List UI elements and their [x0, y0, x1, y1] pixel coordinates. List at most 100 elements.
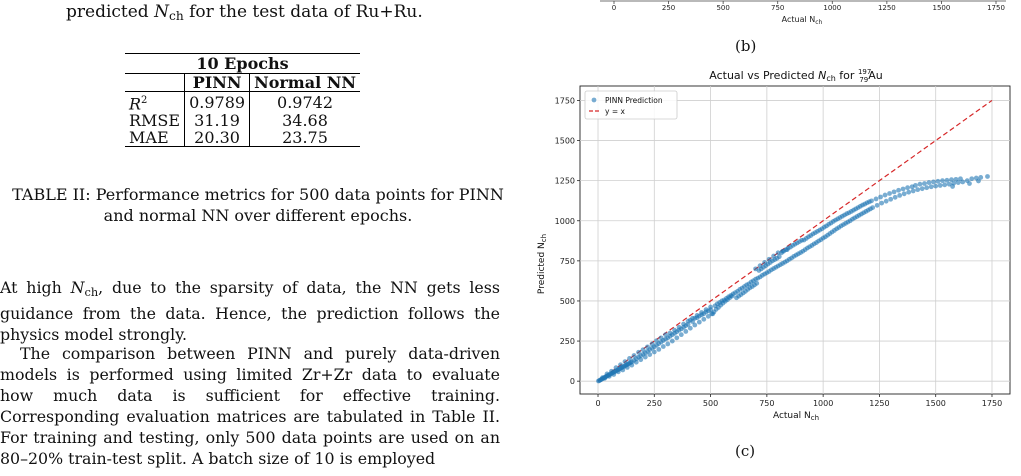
legend-marker-scatter [591, 97, 597, 103]
scatter-point [928, 184, 934, 190]
table-title: 10 Epochs [125, 53, 360, 74]
scatter-point [888, 196, 894, 202]
scatter-point [926, 180, 932, 185]
scatter-point [674, 335, 680, 341]
scatter-point [762, 260, 768, 265]
scatter-point [942, 182, 948, 188]
scatter-point [656, 347, 662, 352]
scatter-point [882, 192, 888, 198]
scatter-point [629, 362, 635, 368]
scatter-point [757, 263, 763, 269]
scatter-point [931, 179, 936, 185]
scatter-point [967, 181, 972, 186]
scatter-point [611, 372, 617, 377]
scatter-point [613, 365, 619, 371]
table-header-empty [125, 73, 185, 92]
metrics-table: 10 Epochs PINN Normal NN R2 0.9789 0.974… [125, 53, 360, 148]
scatter-point [687, 325, 693, 331]
scatter-point [978, 175, 984, 180]
x-tick-label: 750 [759, 399, 774, 408]
table-header-row: PINN Normal NN [125, 73, 360, 92]
scatter-point [949, 177, 954, 183]
scatter-point [897, 193, 903, 198]
figure-caption-continuation: predicted Nch for the test data of Ru+Ru… [66, 2, 423, 23]
legend-box [584, 90, 678, 120]
table-cell-nn: 0.9742 [249, 91, 360, 113]
y-axis-label: Predicted Nch [537, 234, 548, 294]
scatter-point [924, 185, 930, 191]
scatter-point [676, 324, 682, 330]
scatter-point [665, 341, 671, 347]
scatter-point [775, 250, 781, 256]
scatter-point [969, 176, 975, 182]
chart-title: Actual vs Predicted Nch for 197 79Au [709, 68, 882, 84]
chart-legend: PINN Prediction y = x [584, 90, 678, 120]
metrics-table-container: 10 Epochs PINN Normal NN R2 0.9789 0.974… [125, 53, 360, 148]
scatter-point [622, 359, 628, 364]
scatter-point [910, 188, 916, 194]
table-cell-metric: RMSE [129, 111, 181, 131]
figure-b-tick-label: 1250 [878, 4, 896, 12]
scatter-point [776, 254, 782, 260]
scatter-point [681, 321, 686, 327]
table-header-normal-nn: Normal NN [249, 73, 360, 92]
scatter-point [678, 332, 684, 338]
scatter-point [874, 202, 880, 208]
table-cell-metric: MAE [125, 129, 185, 148]
legend-label-scatter: PINN Prediction [605, 96, 663, 105]
x-tick-label: 1750 [982, 399, 1002, 408]
y-tick-label: 1250 [555, 177, 575, 186]
figure-b-tick-label: 500 [716, 4, 729, 12]
x-tick-label: 1000 [813, 399, 833, 408]
scatter-point [944, 177, 950, 183]
figure-b-axis-remnant: 0 250 500 750 1000 1250 1500 1750 Actual Nch [600, 0, 1006, 26]
scatter-point [933, 183, 939, 189]
scatter-point [919, 186, 925, 192]
caption-math-var: N [154, 2, 169, 22]
y-tick-label: 1500 [555, 137, 575, 146]
scatter-point [754, 280, 760, 286]
scatter-point [672, 327, 677, 333]
scatter-point [606, 373, 612, 379]
subfigure-label-b: (b) [735, 37, 757, 55]
scatter-point [692, 322, 698, 328]
caption-text-prefix: predicted [66, 2, 155, 22]
x-tick-label: 250 [647, 399, 662, 408]
scatter-point [950, 184, 955, 189]
scatter-point [708, 307, 713, 313]
caption-text-suffix: for the test data of Ru+Ru. [183, 2, 423, 22]
scatter-point [636, 349, 641, 355]
y-tick-label: 750 [560, 257, 575, 266]
figure-b-tick-label: 1000 [823, 4, 841, 12]
scatter-point [937, 183, 943, 188]
scatter-point [900, 186, 906, 192]
figure-b-xlabel: Actual Nch [782, 15, 823, 26]
legend-label-line: y = x [605, 107, 625, 116]
scatter-point [771, 253, 777, 259]
table-title-row: 10 Epochs [125, 53, 360, 74]
table-row: RMSE 31.19 34.68 [125, 111, 360, 131]
scatter-point [896, 187, 901, 193]
scatter-point [917, 181, 923, 187]
scatter-point [878, 194, 883, 200]
figure-b-tick-label: 1750 [987, 4, 1005, 12]
scatter-point [887, 191, 892, 196]
figure-b-tick-label: 1500 [933, 4, 951, 12]
scatter-point [753, 266, 759, 272]
x-tick-label: 0 [595, 399, 600, 408]
scatter-point [615, 369, 621, 375]
scatter-chart: Actual vs Predicted Nch for 197 79Au 0 250… [537, 68, 1011, 422]
x-tick-label: 500 [703, 399, 718, 408]
scatter-point [701, 316, 707, 322]
scatter-point [892, 194, 898, 200]
x-tick-label: 1500 [926, 399, 946, 408]
table-cell-nn: 23.75 [249, 129, 360, 148]
x-axis-label: Actual Nch [773, 411, 819, 422]
y-tick-label: 1750 [555, 96, 575, 105]
scatter-point [940, 178, 945, 184]
scatter-point [620, 367, 626, 373]
scatter-point [935, 178, 941, 184]
scatter-point [683, 329, 689, 334]
x-tick-label: 1250 [869, 399, 889, 408]
scatter-point [985, 174, 990, 179]
